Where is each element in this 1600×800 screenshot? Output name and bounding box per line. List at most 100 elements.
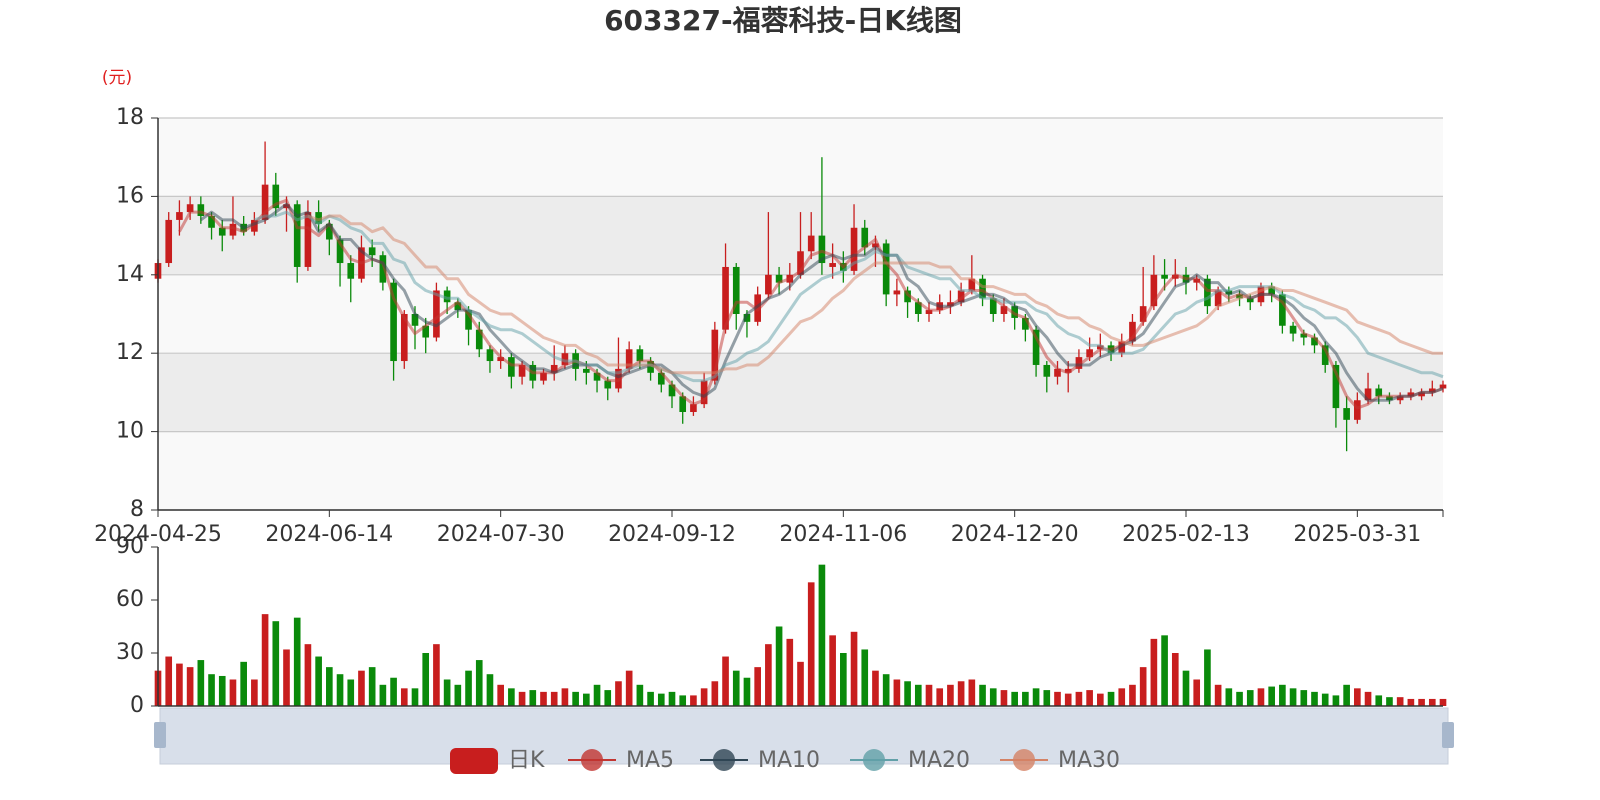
grid-band — [158, 353, 1443, 432]
volume-bar — [722, 656, 729, 706]
volume-bar — [465, 670, 472, 706]
candle-body — [272, 184, 280, 209]
ma-line — [199, 202, 1444, 402]
volume-bar — [829, 635, 836, 706]
volume-bar — [850, 631, 858, 706]
y-tick-label: 16 — [116, 183, 144, 208]
legend-label[interactable]: MA20 — [908, 748, 970, 773]
candle-body — [197, 204, 205, 216]
legend-icon[interactable] — [450, 748, 498, 774]
volume-bar — [668, 691, 676, 706]
volume-bar — [1054, 691, 1061, 706]
candle-body — [475, 329, 483, 350]
volume-bar — [1439, 698, 1447, 706]
volume-bar — [882, 674, 890, 706]
volume-bar — [326, 667, 333, 706]
candle-body — [518, 364, 526, 377]
volume-bar — [754, 667, 761, 706]
volume-bar — [529, 690, 537, 706]
candle-body — [443, 290, 451, 303]
candle-body — [1289, 325, 1297, 334]
candle-body — [315, 212, 322, 224]
candle-body — [1332, 364, 1340, 409]
legend-icon[interactable] — [863, 749, 885, 771]
volume-bar — [593, 684, 601, 706]
x-tick-label: 2024-12-20 — [951, 522, 1079, 547]
candle-body — [1150, 274, 1158, 307]
candle-body — [1054, 368, 1061, 377]
volume-bar — [1182, 670, 1190, 706]
x-tick-label: 2024-07-30 — [437, 522, 565, 547]
candle-body — [861, 227, 869, 248]
volume-bar — [1064, 693, 1072, 706]
volume-bar — [1161, 635, 1168, 706]
legend-icon[interactable] — [581, 749, 603, 771]
legend-label[interactable]: MA10 — [758, 748, 820, 773]
candle-body — [1032, 329, 1040, 365]
volume-bar — [1011, 691, 1018, 706]
volume-bar — [636, 684, 644, 706]
volume-bar — [240, 661, 247, 706]
volume-bar — [1407, 698, 1415, 706]
legend-label[interactable]: MA30 — [1058, 748, 1120, 773]
volume-bar — [433, 644, 440, 706]
data-zoom[interactable] — [154, 707, 1454, 765]
volume-bar — [486, 674, 494, 706]
volume-bar — [400, 688, 408, 706]
zoom-window[interactable] — [159, 707, 1449, 765]
volume-bar — [711, 681, 719, 706]
legend-label[interactable]: 日K — [508, 748, 545, 773]
x-tick-label: 2024-11-06 — [779, 522, 907, 547]
candle-body — [732, 266, 740, 314]
candle-body — [411, 314, 419, 326]
volume-bar — [315, 656, 322, 706]
volume-bar — [690, 695, 697, 706]
candle-body — [186, 204, 194, 213]
candle-body — [508, 357, 515, 377]
candle-body — [904, 290, 911, 303]
candle-body — [540, 372, 547, 381]
candle-body — [850, 227, 858, 271]
volume-bar — [572, 691, 579, 706]
legend-label[interactable]: MA5 — [626, 748, 674, 773]
grid-bands — [158, 118, 1443, 510]
volume-bar — [1375, 695, 1383, 706]
volume-bar — [797, 661, 804, 706]
volume-bar — [914, 684, 922, 706]
volume-bar — [1150, 638, 1158, 706]
legend-icon[interactable] — [713, 749, 735, 771]
volume-bar — [251, 679, 258, 706]
volume-bar — [283, 649, 290, 706]
chart-title: 603327-福蓉科技-日K线图 — [604, 4, 962, 37]
volume-bar — [1354, 688, 1361, 706]
candle-body — [1321, 345, 1329, 365]
candle-body — [829, 263, 836, 267]
candle-body — [497, 357, 504, 362]
volume-bar — [186, 667, 194, 706]
zoom-handle-left[interactable] — [154, 722, 166, 748]
candle-body — [1161, 274, 1168, 279]
volume-bar — [1364, 691, 1372, 706]
legend-icon[interactable] — [1013, 749, 1035, 771]
volume-bar — [604, 690, 612, 706]
candle-body — [636, 349, 644, 362]
volume-bar — [1022, 691, 1029, 706]
candle-body — [947, 302, 954, 307]
ma-line — [178, 198, 1444, 410]
y-tick-label: 14 — [116, 262, 144, 287]
zoom-handle-right[interactable] — [1442, 722, 1454, 748]
candle-body — [818, 235, 826, 264]
volume-bar — [1246, 690, 1254, 706]
candle-body — [625, 349, 633, 369]
volume-bar — [165, 656, 173, 706]
candle-body — [882, 243, 890, 295]
volume-bar — [1097, 693, 1104, 706]
candle-body — [1139, 306, 1147, 322]
volume-bar — [218, 675, 226, 706]
candle-body — [1300, 333, 1308, 338]
volume-tick-label: 0 — [130, 693, 144, 718]
volume-bar — [647, 691, 654, 706]
candle-body — [1246, 298, 1254, 303]
candle-body — [422, 325, 430, 338]
